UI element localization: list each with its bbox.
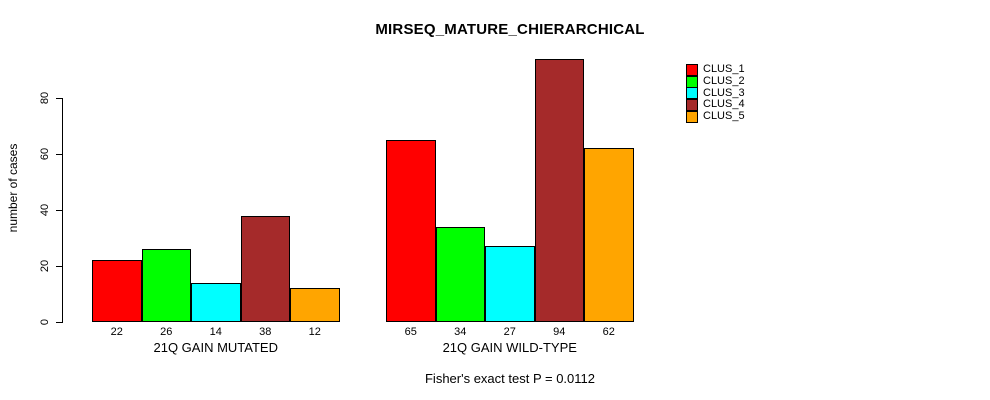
y-axis-tick: [56, 210, 62, 211]
stat-test-note: Fisher's exact test P = 0.0112: [424, 371, 595, 386]
bar-clus_5-group2: [584, 148, 634, 322]
bar-clus_4-group2: [534, 58, 584, 322]
bar-value-label: 12: [308, 326, 321, 338]
legend-swatch-clus_2: [686, 75, 698, 88]
group-label: 21Q GAIN WILD-TYPE: [442, 340, 577, 355]
y-axis-tick: [56, 98, 62, 99]
legend-item-clus_4: CLUS_4: [686, 98, 745, 111]
legend-label: CLUS_5: [703, 110, 745, 123]
y-axis-tick-label: 20: [39, 259, 51, 273]
legend-swatch-clus_5: [686, 110, 698, 123]
bar-value-label: 65: [404, 326, 417, 338]
bar-value-label: 26: [160, 326, 173, 338]
bar-value-label: 94: [553, 326, 566, 338]
group-label: 21Q GAIN MUTATED: [153, 340, 278, 355]
legend-item-clus_1: CLUS_1: [686, 63, 745, 76]
y-axis-tick-label: 60: [39, 147, 51, 161]
y-axis-line: [62, 98, 63, 323]
legend-label: CLUS_4: [703, 98, 745, 111]
bar-clus_4-group1: [240, 215, 290, 322]
bar-clus_1-group1: [92, 260, 142, 322]
legend-item-clus_2: CLUS_2: [686, 75, 745, 88]
bar-value-label: 62: [602, 326, 615, 338]
legend-swatch-clus_1: [686, 63, 698, 76]
y-axis-tick-label: 40: [39, 203, 51, 217]
legend-item-clus_3: CLUS_3: [686, 86, 745, 100]
legend-swatch-clus_3: [686, 87, 698, 100]
bar-clus_2-group1: [141, 249, 191, 322]
bar-clus_5-group1: [290, 288, 340, 322]
bar-value-label: 14: [209, 326, 222, 338]
y-axis-tick-label: 80: [39, 91, 51, 105]
bar-clus_3-group1: [191, 282, 241, 322]
bar-clus_3-group2: [485, 246, 535, 322]
legend-label: CLUS_2: [703, 75, 745, 88]
y-axis-tick-label: 0: [39, 318, 51, 326]
bar-clus_1-group2: [386, 140, 436, 322]
bar-value-label: 34: [454, 326, 467, 338]
legend: CLUS_1 CLUS_2 CLUS_3 CLUS_4 CLUS_5: [686, 63, 745, 123]
chart-title: MIRSEQ_MATURE_CHIERARCHICAL: [375, 21, 645, 38]
bar-value-label: 27: [503, 326, 516, 338]
bar-value-label: 38: [259, 326, 272, 338]
legend-label: CLUS_3: [703, 86, 745, 99]
y-axis-tick: [56, 322, 62, 323]
legend-item-clus_5: CLUS_5: [686, 110, 745, 123]
y-axis-tick: [56, 154, 62, 155]
bar-clus_2-group2: [435, 226, 485, 322]
legend-swatch-clus_4: [686, 98, 698, 111]
y-axis-tick: [56, 266, 62, 267]
bar-value-label: 22: [110, 326, 123, 338]
legend-label: CLUS_1: [703, 63, 745, 76]
